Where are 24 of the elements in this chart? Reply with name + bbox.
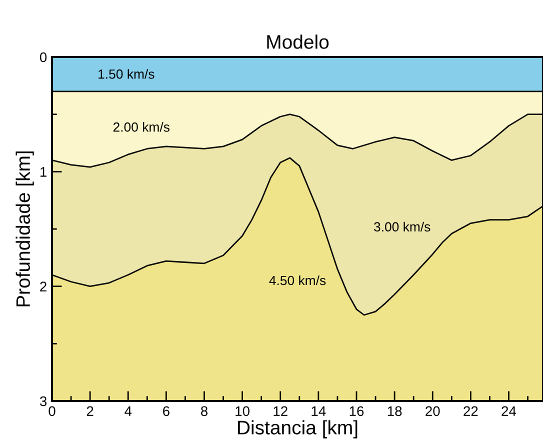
x-tick-label: 18 xyxy=(388,406,402,416)
y-axis-title: Profundidade [km] xyxy=(16,151,34,306)
x-tick-label: 8 xyxy=(200,406,208,416)
x-tick-label: 4 xyxy=(124,406,132,416)
x-tick-label: 0 xyxy=(48,406,56,416)
x-tick-label: 14 xyxy=(312,406,326,416)
x-tick-label: 20 xyxy=(426,406,440,416)
x-tick-label: 6 xyxy=(163,406,170,416)
x-tick-label: 16 xyxy=(350,406,364,416)
chart-title: Modelo xyxy=(267,34,329,49)
x-tick-label: 22 xyxy=(464,406,478,416)
x-tick-label: 12 xyxy=(274,406,288,416)
annotation: 4.50 km/s xyxy=(269,275,326,286)
x-tick-label: 2 xyxy=(86,406,94,416)
y-tick-label: 0 xyxy=(40,52,47,62)
y-tick-label: 2 xyxy=(40,282,46,292)
annotation: 2.00 km/s xyxy=(113,122,170,132)
y-tick-label: 1 xyxy=(40,167,46,177)
x-tick-label: 10 xyxy=(236,406,250,416)
annotation: 3.00 km/s xyxy=(374,222,430,232)
x-tick-label: 24 xyxy=(502,406,516,416)
annotation: 1.50 km/s xyxy=(98,69,154,79)
y-tick-label: 3 xyxy=(40,396,47,406)
x-axis-title: Distancia [km] xyxy=(238,420,358,438)
